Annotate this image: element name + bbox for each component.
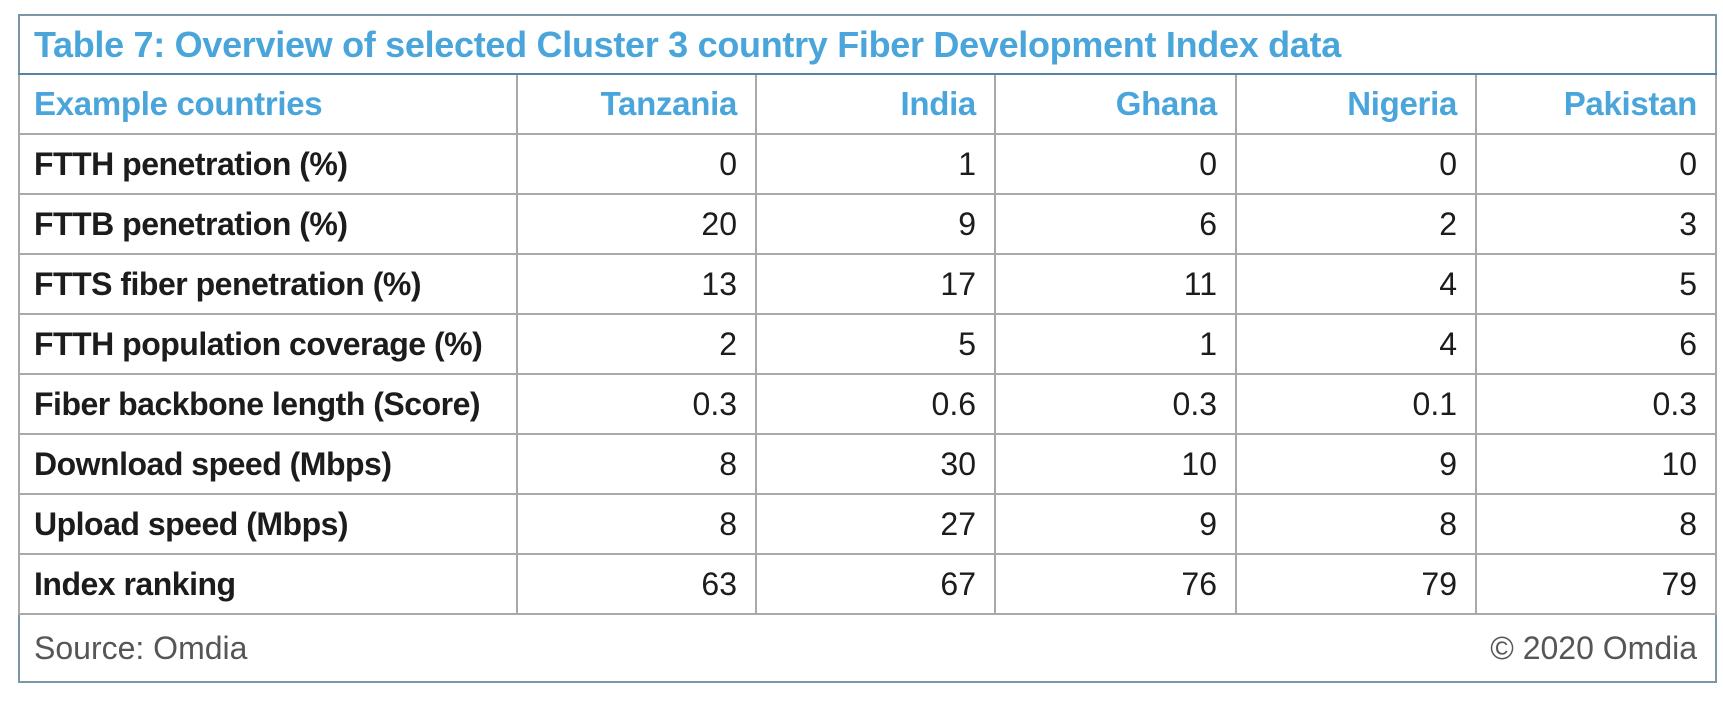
table-row-fiber-backbone-length: Fiber backbone length (Score) 0.3 0.6 0.… — [18, 373, 1718, 435]
cell-value: 0.3 — [994, 373, 1237, 435]
cell-value: 6 — [1474, 313, 1718, 375]
table-row-ftth-penetration: FTTH penetration (%) 0 1 0 0 0 — [18, 133, 1718, 195]
row-label: FTTB penetration (%) — [18, 193, 518, 255]
cell-value: 79 — [1474, 553, 1718, 615]
cell-value: 3 — [1474, 193, 1718, 255]
cell-value: 13 — [516, 253, 757, 315]
cell-value: 9 — [755, 193, 996, 255]
cell-value: 30 — [755, 433, 996, 495]
table-footer: Source: Omdia © 2020 Omdia — [20, 630, 1715, 667]
cell-value: 9 — [994, 493, 1237, 555]
cell-value: 63 — [516, 553, 757, 615]
cell-value: 0.6 — [755, 373, 996, 435]
table-row-ftts-fiber-penetration: FTTS fiber penetration (%) 13 17 11 4 5 — [18, 253, 1718, 315]
cell-value: 8 — [1474, 493, 1718, 555]
cell-value: 1 — [994, 313, 1237, 375]
cell-value: 6 — [994, 193, 1237, 255]
column-header-tanzania: Tanzania — [516, 73, 757, 135]
cell-value: 67 — [755, 553, 996, 615]
cell-value: 0.1 — [1235, 373, 1477, 435]
cell-value: 4 — [1235, 253, 1477, 315]
cell-value: 8 — [1235, 493, 1477, 555]
cell-value: 79 — [1235, 553, 1477, 615]
cell-value: 0 — [1474, 133, 1718, 195]
row-label: Download speed (Mbps) — [18, 433, 518, 495]
column-header-nigeria: Nigeria — [1235, 73, 1477, 135]
cell-value: 0 — [994, 133, 1237, 195]
column-header-ghana: Ghana — [994, 73, 1237, 135]
table-row-download-speed: Download speed (Mbps) 8 30 10 9 10 — [18, 433, 1718, 495]
row-label: FTTH population coverage (%) — [18, 313, 518, 375]
column-header-example-countries: Example countries — [18, 73, 518, 135]
copyright-note: © 2020 Omdia — [1490, 629, 1698, 666]
column-header-pakistan: Pakistan — [1474, 73, 1718, 135]
cell-value: 10 — [994, 433, 1237, 495]
cell-value: 2 — [516, 313, 757, 375]
source-note: Source: Omdia — [34, 629, 248, 666]
cell-value: 0.3 — [516, 373, 757, 435]
table-row-fttb-penetration: FTTB penetration (%) 20 9 6 2 3 — [18, 193, 1718, 255]
column-header-india: India — [755, 73, 996, 135]
table-title-row: Table 7: Overview of selected Cluster 3 … — [19, 15, 1717, 75]
row-label: Fiber backbone length (Score) — [18, 373, 518, 435]
cell-value: 10 — [1474, 433, 1718, 495]
cell-value: 5 — [1474, 253, 1718, 315]
cell-value: 11 — [994, 253, 1237, 315]
cell-value: 0 — [516, 133, 757, 195]
table-footer-cell: Source: Omdia © 2020 Omdia — [19, 613, 1717, 682]
table-row-upload-speed: Upload speed (Mbps) 8 27 9 8 8 — [18, 493, 1718, 555]
cell-value: 0 — [1235, 133, 1477, 195]
cell-value: 76 — [994, 553, 1237, 615]
cell-value: 1 — [755, 133, 996, 195]
row-label: Index ranking — [18, 553, 518, 615]
table-title: Table 7: Overview of selected Cluster 3 … — [19, 15, 1717, 75]
cell-value: 0.3 — [1474, 373, 1718, 435]
cell-value: 4 — [1235, 313, 1477, 375]
fiber-development-index-table-wrap: Table 7: Overview of selected Cluster 3 … — [18, 14, 1718, 683]
cell-value: 27 — [755, 493, 996, 555]
row-label: Upload speed (Mbps) — [18, 493, 518, 555]
row-label: FTTH penetration (%) — [18, 133, 518, 195]
table-header-row: Example countries Tanzania India Ghana N… — [18, 73, 1718, 135]
cell-value: 20 — [516, 193, 757, 255]
cell-value: 2 — [1235, 193, 1477, 255]
row-label: FTTS fiber penetration (%) — [18, 253, 518, 315]
cell-value: 8 — [516, 493, 757, 555]
table-footer-row: Source: Omdia © 2020 Omdia — [19, 613, 1717, 682]
table-row-ftth-population-coverage: FTTH population coverage (%) 2 5 1 4 6 — [18, 313, 1718, 375]
cell-value: 8 — [516, 433, 757, 495]
cell-value: 17 — [755, 253, 996, 315]
cell-value: 9 — [1235, 433, 1477, 495]
table-row-index-ranking: Index ranking 63 67 76 79 79 — [18, 553, 1718, 615]
fiber-development-index-table: Table 7: Overview of selected Cluster 3 … — [18, 14, 1718, 683]
cell-value: 5 — [755, 313, 996, 375]
